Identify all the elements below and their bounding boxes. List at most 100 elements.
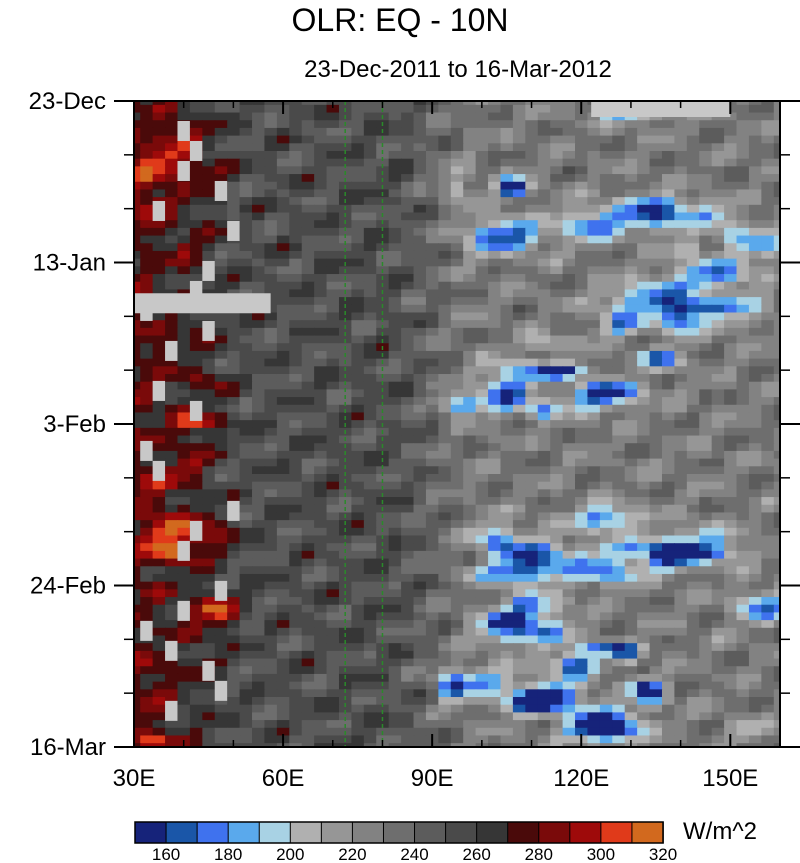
olr-cell — [165, 527, 179, 537]
olr-cell — [562, 604, 576, 614]
olr-cell — [649, 497, 663, 506]
olr-cell — [177, 450, 191, 460]
olr-cell — [338, 312, 352, 321]
olr-cell — [525, 427, 539, 437]
olr-cell — [649, 550, 663, 560]
olr-cell — [425, 181, 439, 191]
olr-cell — [314, 127, 328, 137]
olr-cell — [140, 374, 154, 383]
olr-cell — [463, 327, 477, 337]
olr-cell — [674, 412, 688, 421]
olr-cell — [463, 466, 477, 475]
olr-cell — [450, 412, 464, 421]
olr-cell — [140, 320, 154, 329]
olr-cell — [252, 158, 266, 167]
olr-cell — [351, 312, 365, 321]
olr-cell — [152, 150, 166, 160]
olr-cell — [587, 650, 601, 660]
olr-cell — [463, 735, 477, 744]
olr-cell — [624, 712, 638, 721]
olr-cell — [289, 120, 303, 129]
olr-cell — [525, 550, 539, 560]
olr-cell — [550, 127, 564, 137]
olr-cell — [425, 620, 439, 629]
olr-cell — [724, 343, 738, 352]
olr-cell — [599, 304, 613, 314]
olr-cell — [587, 266, 601, 275]
olr-cell — [152, 658, 166, 667]
olr-cell — [326, 520, 340, 529]
olr-cell — [649, 289, 663, 298]
olr-cell — [724, 535, 738, 544]
olr-cell — [376, 704, 390, 713]
olr-cell — [239, 381, 253, 390]
olr-cell — [637, 666, 651, 675]
olr-cell — [475, 197, 489, 206]
olr-cell — [612, 366, 626, 375]
olr-cell — [314, 489, 328, 498]
olr-cell — [413, 112, 427, 121]
olr-cell — [649, 420, 663, 429]
olr-cell — [525, 335, 539, 344]
olr-cell — [525, 589, 539, 598]
olr-cell — [773, 543, 780, 552]
olr-cell — [413, 435, 427, 444]
olr-cell — [649, 743, 663, 747]
olr-cell — [761, 558, 775, 567]
olr-cell — [177, 150, 191, 160]
olr-cell — [165, 520, 179, 529]
olr-cell — [562, 389, 576, 398]
olr-cell — [276, 235, 290, 244]
olr-cell — [624, 520, 638, 529]
olr-cell — [351, 573, 365, 583]
olr-cell — [463, 158, 477, 167]
olr-cell — [562, 327, 576, 337]
olr-cell — [401, 101, 415, 106]
olr-cell — [214, 635, 228, 644]
olr-cell — [500, 473, 514, 483]
olr-cell — [463, 520, 477, 529]
olr-cell — [438, 250, 452, 260]
olr-cell — [575, 481, 589, 490]
olr-cell — [550, 120, 564, 129]
olr-cell — [661, 135, 675, 144]
olr-cell — [599, 512, 613, 521]
olr-cell — [326, 404, 340, 414]
olr-cell — [699, 458, 713, 467]
olr-cell — [314, 374, 328, 383]
olr-cell — [264, 420, 278, 429]
olr-cell — [438, 427, 452, 437]
olr-cell — [475, 143, 489, 152]
olr-cell — [388, 697, 402, 706]
olr-cell — [134, 450, 141, 460]
olr-cell — [134, 174, 141, 183]
olr-cell — [189, 274, 203, 283]
olr-cell — [189, 374, 203, 383]
olr-cell — [177, 266, 191, 275]
olr-cell — [363, 104, 377, 114]
olr-cell — [227, 204, 241, 214]
olr-cell — [773, 627, 780, 637]
olr-cell — [413, 197, 427, 206]
olr-cell — [177, 727, 191, 737]
olr-cell — [624, 427, 638, 437]
olr-field — [134, 101, 780, 747]
olr-cell — [550, 312, 564, 321]
olr-cell — [401, 597, 415, 606]
olr-cell — [661, 489, 675, 498]
olr-cell — [189, 101, 203, 106]
olr-cell — [189, 235, 203, 244]
olr-cell — [140, 104, 154, 114]
olr-cell — [637, 527, 651, 537]
olr-cell — [438, 120, 452, 129]
olr-cell — [363, 281, 377, 291]
olr-cell — [351, 166, 365, 175]
olr-cell — [140, 581, 154, 590]
olr-cell — [363, 704, 377, 713]
olr-cell — [301, 101, 315, 106]
olr-cell — [748, 620, 762, 629]
olr-cell — [363, 666, 377, 675]
olr-cell — [562, 743, 576, 747]
olr-cell — [314, 650, 328, 660]
colorbar-swatch — [382, 821, 416, 844]
